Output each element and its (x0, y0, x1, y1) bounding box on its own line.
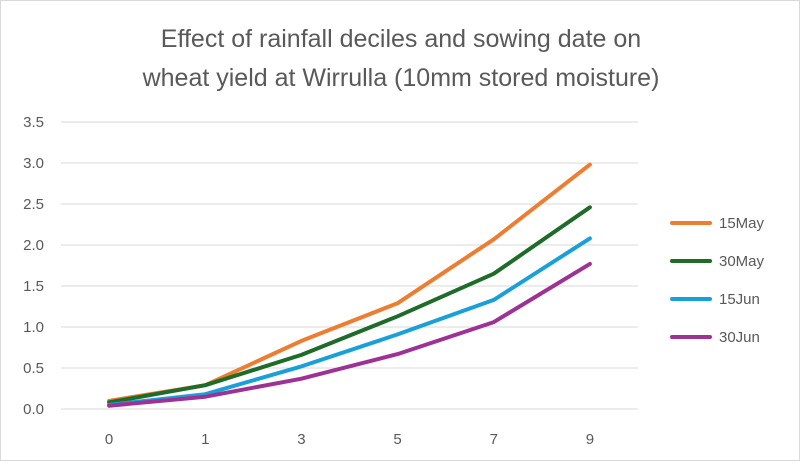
x-tick-label: 7 (490, 431, 498, 448)
y-axis-tick-labels: 0.0 0.5 1.0 1.5 2.0 2.5 3.0 3.5 (23, 114, 44, 418)
legend-label-30jun: 30Jun (719, 329, 760, 346)
chart-title-line-1: Effect of rainfall deciles and sowing da… (161, 25, 641, 53)
legend: 15May 30May 15Jun 30Jun (670, 215, 765, 346)
y-tick-label: 2.0 (23, 237, 44, 254)
x-tick-label: 9 (586, 431, 594, 448)
x-tick-label: 1 (201, 431, 209, 448)
y-tick-label: 1.0 (23, 319, 44, 336)
x-axis-tick-labels: 0 1 3 5 7 9 (105, 431, 594, 448)
y-tick-label: 1.5 (23, 278, 44, 295)
gridlines (61, 121, 638, 410)
y-tick-label: 0.5 (23, 360, 44, 377)
chart-title-line-2: wheat yield at Wirrulla (10mm stored moi… (142, 64, 660, 92)
series-lines (107, 162, 592, 408)
series-line-30jun (107, 261, 592, 408)
legend-label-15jun: 15Jun (719, 291, 760, 308)
y-tick-label: 2.5 (23, 196, 44, 213)
legend-label-15may: 15May (719, 215, 765, 232)
y-tick-label: 3.5 (23, 114, 44, 131)
y-tick-label: 0.0 (23, 401, 44, 418)
legend-label-30may: 30May (719, 253, 765, 270)
x-tick-label: 5 (393, 431, 401, 448)
x-tick-label: 3 (297, 431, 305, 448)
y-tick-label: 3.0 (23, 155, 44, 172)
series-line-30may (107, 205, 592, 405)
x-tick-label: 0 (105, 431, 113, 448)
series-line-15jun (107, 236, 592, 407)
